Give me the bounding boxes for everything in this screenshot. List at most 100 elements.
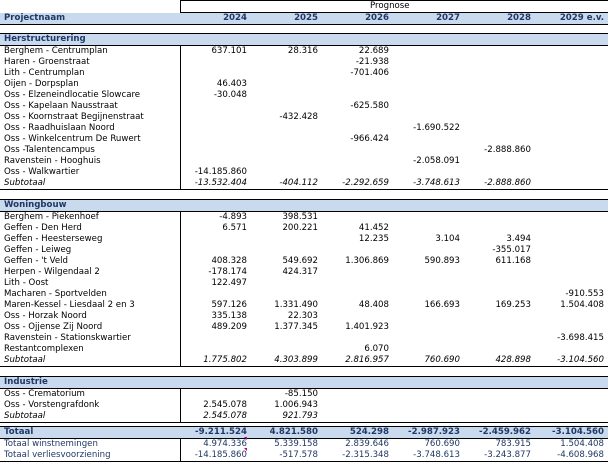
subtotal-cell[interactable]: -2.888.860: [484, 178, 531, 188]
value-cell[interactable]: [321, 267, 389, 278]
subtotal-cell[interactable]: 2.545.078: [203, 411, 247, 421]
value-cell[interactable]: [392, 90, 460, 101]
value-cell[interactable]: -966.424: [350, 134, 389, 144]
value-cell[interactable]: -1.690.522: [413, 123, 460, 133]
value-cell[interactable]: [463, 344, 531, 355]
subtotal-cell[interactable]: [463, 411, 531, 422]
total-cell[interactable]: -2.987.923: [408, 427, 460, 437]
value-cell[interactable]: [321, 289, 389, 300]
subtotal-cell[interactable]: [536, 178, 604, 189]
value-cell[interactable]: [463, 322, 531, 333]
value-cell[interactable]: [250, 101, 318, 112]
value-cell[interactable]: [463, 90, 531, 101]
subtotal-cell[interactable]: [392, 411, 460, 422]
value-cell[interactable]: [392, 322, 460, 333]
subtotal-cell[interactable]: 428.898: [495, 355, 531, 365]
value-cell[interactable]: [536, 134, 604, 145]
value-cell[interactable]: [536, 256, 604, 267]
value-cell[interactable]: [250, 57, 318, 68]
value-cell[interactable]: -355.017: [492, 245, 531, 255]
value-cell[interactable]: 6.070: [364, 344, 389, 354]
total-cell[interactable]: -517.578: [279, 450, 318, 460]
value-cell[interactable]: [463, 46, 531, 57]
value-cell[interactable]: -701.406: [350, 68, 389, 78]
value-cell[interactable]: [179, 101, 247, 112]
value-cell[interactable]: [179, 245, 247, 256]
value-cell[interactable]: [250, 289, 318, 300]
year-header[interactable]: 2029 e.v.: [559, 13, 604, 23]
year-header[interactable]: 2027: [436, 13, 460, 23]
value-cell[interactable]: [463, 389, 531, 400]
value-cell[interactable]: 46.403: [216, 79, 247, 89]
value-cell[interactable]: 22.689: [358, 46, 389, 56]
value-cell[interactable]: [463, 68, 531, 79]
value-cell[interactable]: [250, 134, 318, 145]
value-cell[interactable]: [392, 79, 460, 90]
value-cell[interactable]: [321, 278, 389, 289]
value-cell[interactable]: [463, 267, 531, 278]
value-cell[interactable]: [250, 167, 318, 178]
year-header[interactable]: 2024: [223, 13, 247, 23]
value-cell[interactable]: -21.938: [355, 57, 389, 67]
value-cell[interactable]: [392, 112, 460, 123]
value-cell[interactable]: [250, 333, 318, 344]
value-cell[interactable]: 424.317: [282, 267, 318, 277]
total-cell[interactable]: -4.608.968: [557, 450, 604, 460]
value-cell[interactable]: -30.048: [213, 90, 247, 100]
value-cell[interactable]: [392, 311, 460, 322]
subtotal-cell[interactable]: -404.112: [279, 178, 318, 188]
value-cell[interactable]: [463, 79, 531, 90]
year-header[interactable]: 2025: [294, 13, 318, 23]
value-cell[interactable]: 590.893: [424, 256, 460, 266]
value-cell[interactable]: [536, 57, 604, 68]
total-cell[interactable]: -3.748.613: [413, 450, 460, 460]
value-cell[interactable]: [536, 267, 604, 278]
value-cell[interactable]: 611.168: [495, 256, 531, 266]
value-cell[interactable]: [536, 400, 604, 411]
value-cell[interactable]: [250, 68, 318, 79]
value-cell[interactable]: 489.209: [211, 322, 247, 332]
value-cell[interactable]: [536, 112, 604, 123]
value-cell[interactable]: [321, 123, 389, 134]
value-cell[interactable]: [179, 344, 247, 355]
value-cell[interactable]: [392, 289, 460, 300]
value-cell[interactable]: [250, 234, 318, 245]
value-cell[interactable]: [179, 234, 247, 245]
value-cell[interactable]: [536, 311, 604, 322]
total-cell[interactable]: 1.504.408: [560, 439, 604, 449]
value-cell[interactable]: [536, 322, 604, 333]
value-cell[interactable]: [179, 68, 247, 79]
value-cell[interactable]: [392, 245, 460, 256]
value-cell[interactable]: 1.306.869: [345, 256, 389, 266]
total-cell[interactable]: -9.211.524: [195, 427, 247, 437]
subtotal-cell[interactable]: -3.104.560: [557, 355, 604, 365]
value-cell[interactable]: 1.401.923: [345, 322, 389, 332]
value-cell[interactable]: [321, 145, 389, 156]
value-cell[interactable]: [463, 311, 531, 322]
value-cell[interactable]: [392, 101, 460, 112]
value-cell[interactable]: [179, 123, 247, 134]
value-cell[interactable]: [463, 278, 531, 289]
total-cell[interactable]: 5.339.158: [274, 439, 318, 449]
value-cell[interactable]: [536, 68, 604, 79]
subtotal-cell[interactable]: -13.532.404: [194, 178, 247, 188]
value-cell[interactable]: [536, 344, 604, 355]
value-cell[interactable]: [250, 156, 318, 167]
value-cell[interactable]: 398.531: [282, 212, 318, 222]
value-cell[interactable]: 41.452: [358, 223, 389, 233]
total-cell[interactable]: 4.974.336: [203, 439, 247, 449]
value-cell[interactable]: 637.101: [211, 46, 247, 56]
value-cell[interactable]: [392, 400, 460, 411]
value-cell[interactable]: [392, 333, 460, 344]
value-cell[interactable]: [536, 389, 604, 400]
subtotal-cell[interactable]: 2.816.957: [345, 355, 389, 365]
value-cell[interactable]: [463, 167, 531, 178]
value-cell[interactable]: 408.328: [211, 256, 247, 266]
value-cell[interactable]: [536, 278, 604, 289]
value-cell[interactable]: [179, 289, 247, 300]
value-cell[interactable]: [463, 400, 531, 411]
value-cell[interactable]: [536, 245, 604, 256]
value-cell[interactable]: [463, 57, 531, 68]
year-header[interactable]: 2026: [365, 13, 389, 23]
value-cell[interactable]: [250, 79, 318, 90]
